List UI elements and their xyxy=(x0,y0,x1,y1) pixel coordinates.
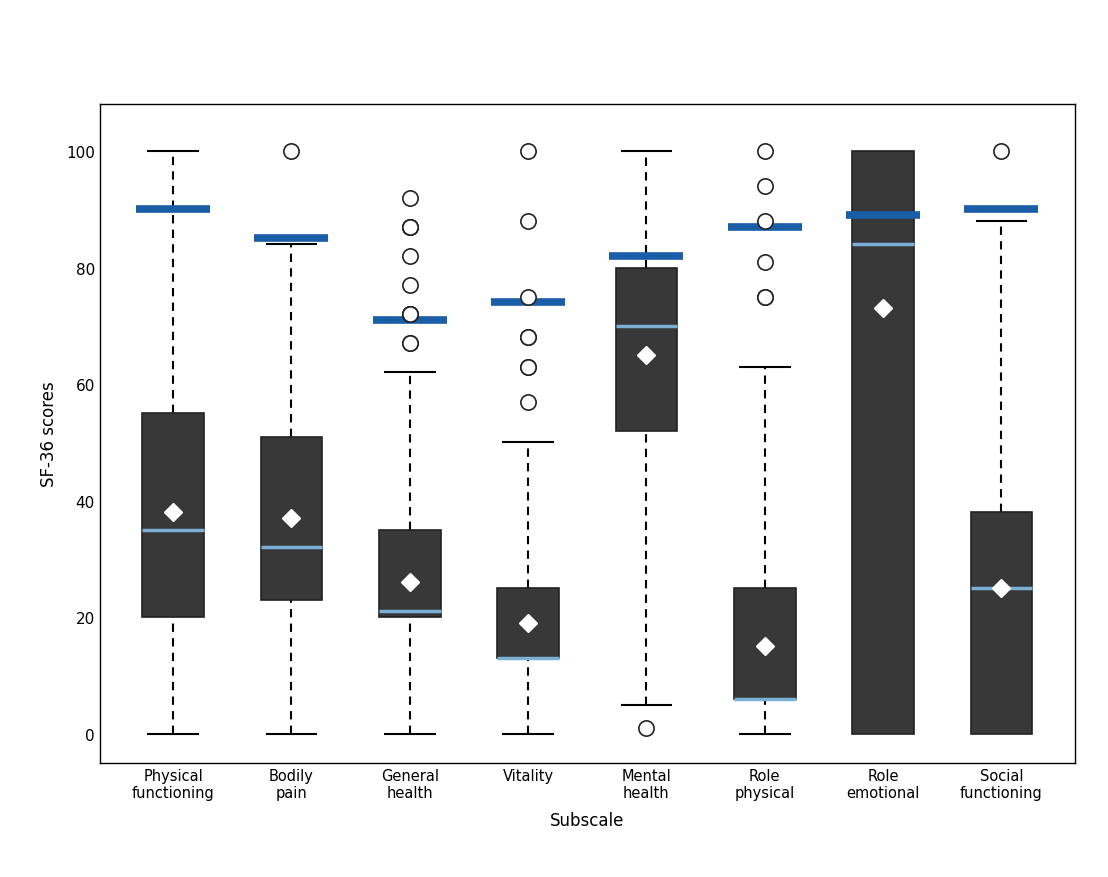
Bar xyxy=(971,513,1033,734)
Bar xyxy=(260,437,322,600)
Y-axis label: SF-36 scores: SF-36 scores xyxy=(40,381,58,487)
Bar xyxy=(733,588,796,699)
Bar xyxy=(616,268,677,431)
Bar xyxy=(497,588,558,659)
Bar xyxy=(142,414,204,617)
Bar xyxy=(852,152,914,734)
X-axis label: Subscale: Subscale xyxy=(550,811,625,830)
Bar xyxy=(379,531,441,617)
